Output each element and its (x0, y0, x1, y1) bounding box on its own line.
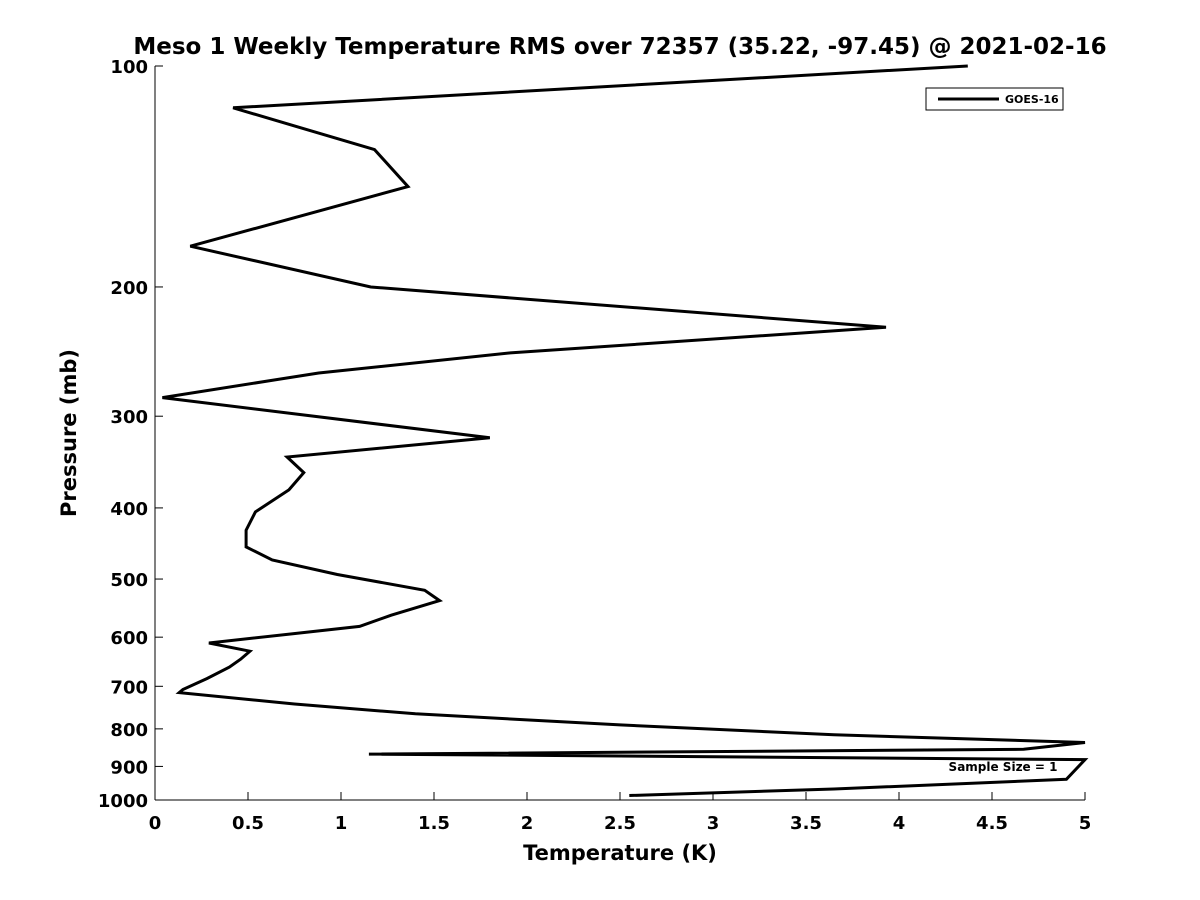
y-tick-label: 500 (110, 570, 148, 591)
x-tick-label: 2.5 (604, 813, 636, 834)
y-ticks: 100 200 300 400 500 600 700 800 900 1000 (98, 57, 163, 812)
x-tick-label: 2 (521, 813, 534, 834)
x-tick-label: 4 (893, 813, 906, 834)
legend-label: GOES-16 (1005, 93, 1059, 106)
y-tick-label: 100 (110, 57, 148, 78)
y-tick-label: 800 (110, 720, 148, 741)
legend: GOES-16 (925, 87, 1064, 111)
y-axis-label: Pressure (mb) (57, 349, 81, 517)
x-ticks: 0 0.5 1 1.5 2 2.5 3 3.5 4 4.5 5 (149, 792, 1092, 834)
y-tick-label: 300 (110, 407, 148, 428)
sample-size-annotation: Sample Size = 1 (949, 760, 1058, 774)
series-layer (162, 64, 1089, 797)
x-axis-label: Temperature (K) (523, 841, 717, 865)
x-tick-label: 0.5 (232, 813, 264, 834)
y-tick-label: 600 (110, 628, 148, 649)
x-tick-label: 1.5 (418, 813, 450, 834)
plot-area: 0 0.5 1 1.5 2 2.5 3 3.5 4 4.5 5 100 200 300 400 500 600… (98, 57, 1091, 834)
y-tick-label: 200 (110, 278, 148, 299)
y-tick-label: 400 (110, 499, 148, 520)
x-tick-label: 3.5 (790, 813, 822, 834)
chart-title: Meso 1 Weekly Temperature RMS over 72357… (133, 34, 1106, 60)
x-tick-label: 0 (149, 813, 162, 834)
y-tick-label: 700 (110, 677, 148, 698)
x-tick-label: 1 (335, 813, 348, 834)
x-tick-label: 4.5 (976, 813, 1008, 834)
x-tick-label: 5 (1079, 813, 1092, 834)
y-tick-label: 900 (110, 757, 148, 778)
x-tick-label: 3 (707, 813, 720, 834)
series-line-goes-16 (162, 64, 1089, 797)
y-tick-label: 1000 (98, 791, 148, 812)
